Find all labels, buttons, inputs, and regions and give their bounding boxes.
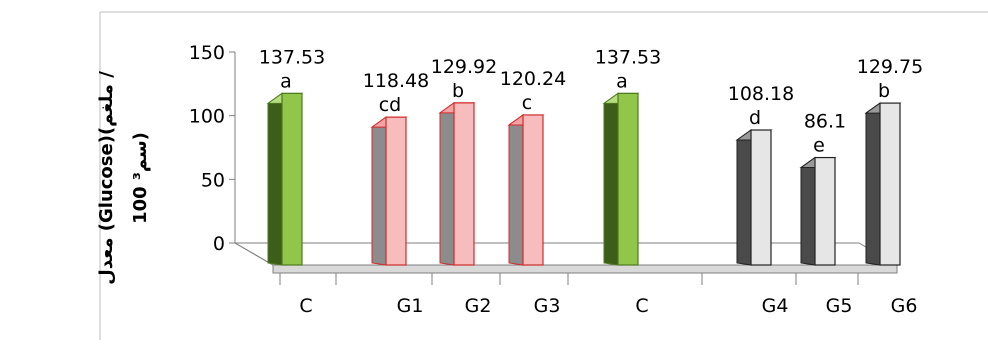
bar-8 — [864, 102, 902, 266]
x-tick-label: G3 — [534, 295, 561, 317]
chart-floor-front — [272, 264, 898, 274]
y-tick-label: 100 — [189, 106, 225, 128]
bar-5 — [602, 92, 640, 266]
y-tick-label: 0 — [213, 233, 225, 255]
chart-floor-top — [233, 242, 899, 266]
y-axis-label-line1: معدل (Glucose)(ملغم / — [96, 71, 117, 285]
bar-2 — [370, 116, 408, 266]
value-label: 118.48 — [363, 70, 429, 92]
x-tick-label: G2 — [465, 295, 492, 317]
x-tick-label: G1 — [397, 295, 424, 317]
bar-front — [750, 129, 772, 266]
bar-4 — [507, 113, 545, 266]
bar-side — [800, 156, 816, 266]
bar-side — [267, 92, 283, 266]
bar-front — [385, 116, 407, 266]
bar-front — [281, 92, 303, 266]
group-letter-label: a — [280, 70, 292, 92]
bar-front — [617, 92, 639, 266]
y-tick-label: 50 — [201, 169, 225, 191]
y-tick-label: 150 — [189, 42, 225, 64]
value-label: 137.53 — [595, 46, 661, 68]
x-tick-label: C — [299, 295, 312, 317]
chart-labels: 137.53aC118.48cdG1129.92bG2120.24cG3137.… — [259, 46, 923, 317]
bar-front — [879, 102, 901, 266]
y-axis-label-line2: 100 سم³) — [130, 132, 151, 224]
bar-side — [371, 116, 387, 266]
value-label: 108.18 — [728, 83, 794, 105]
bar-side — [736, 129, 752, 266]
bar-3 — [438, 101, 476, 266]
value-label: 86.1 — [804, 111, 846, 133]
x-tick-label: G5 — [826, 295, 853, 317]
group-letter-label: c — [522, 92, 532, 114]
chart-axes: 0 50 100 150 — [99, 11, 988, 340]
value-label: 129.75 — [857, 56, 923, 78]
group-letter-label: b — [452, 80, 464, 102]
bar-side — [508, 113, 524, 266]
bar-front — [522, 114, 544, 266]
x-tick-label: G6 — [891, 295, 918, 317]
group-letter-label: a — [616, 70, 628, 92]
x-tick-label: G4 — [762, 295, 789, 317]
x-tick-label: C — [635, 295, 648, 317]
group-letter-label: b — [878, 80, 890, 102]
bar-side — [865, 102, 881, 266]
bar-6 — [735, 129, 773, 266]
bar-7 — [799, 156, 837, 266]
chart-bars — [266, 92, 902, 266]
bar-1 — [266, 92, 304, 266]
group-letter-label: e — [813, 135, 825, 157]
value-label: 120.24 — [500, 68, 566, 90]
bar-front — [453, 102, 475, 266]
group-letter-label: cd — [379, 94, 402, 116]
group-letter-label: d — [749, 107, 761, 129]
bar-front — [814, 156, 836, 266]
value-label: 137.53 — [259, 46, 325, 68]
bar-side — [439, 101, 455, 266]
value-label: 129.92 — [431, 56, 497, 78]
x-axis-depth-line — [234, 242, 274, 266]
bar-side — [603, 92, 619, 266]
